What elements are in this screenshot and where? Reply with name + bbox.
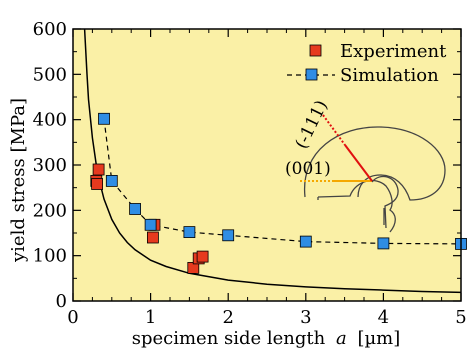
- plot-background: [73, 29, 461, 301]
- grain-boundary: [304, 126, 446, 201]
- x-tick-label: 3: [300, 307, 311, 328]
- y-tick-label: 300: [33, 155, 67, 176]
- x-axis-title: specimen side length a [µm]: [132, 328, 401, 349]
- fit-curve-layer: [83, 28, 462, 294]
- series-simulation-point-7: [377, 237, 390, 250]
- series-simulation-point-1: [105, 174, 118, 187]
- plane-111-solid: [344, 144, 373, 182]
- y-tick-label: 0: [56, 291, 67, 312]
- x-axis-title-var: a: [336, 328, 347, 349]
- series-experiment-point-3: [146, 231, 159, 244]
- x-tick-label: 4: [378, 307, 389, 328]
- series-simulation-point-3: [144, 218, 157, 231]
- series-experiment-point-1: [91, 178, 103, 190]
- series-simulation-line: [103, 118, 462, 245]
- fit-curve-line: [83, 28, 462, 294]
- legend-simulation-label: Simulation: [340, 65, 439, 86]
- label-001: (001): [285, 159, 331, 179]
- legend: Experiment Simulation: [287, 41, 447, 86]
- series-simulation-point-4: [183, 226, 196, 239]
- legend-simulation-marker: [305, 68, 318, 81]
- y-tick-label: 600: [33, 19, 67, 40]
- y-tick-label: 100: [33, 246, 67, 267]
- legend-experiment-label: Experiment: [340, 41, 447, 62]
- x-tick-label: 1: [145, 307, 156, 328]
- x-tick-label: 5: [455, 307, 466, 328]
- series-simulation-point-6: [299, 235, 312, 248]
- axes-layer: 0 1 2 3 4 5 0 100 200 300 400 500 600: [33, 19, 467, 328]
- y-axis-title: yield stress [MPa]: [8, 98, 29, 263]
- specimen-notch: [371, 175, 399, 229]
- y-tick-label: 400: [33, 110, 67, 131]
- legend-experiment-marker: [309, 44, 322, 57]
- series-simulation-point-0: [98, 112, 110, 125]
- series-simulation-point-5: [222, 229, 235, 242]
- y-tick-label: 200: [33, 200, 67, 221]
- series-experiment-point-7: [196, 250, 209, 263]
- x-axis-title-unit: [µm]: [357, 328, 400, 349]
- x-tick-label: 0: [67, 307, 78, 328]
- x-tick-label: 2: [222, 307, 233, 328]
- series-layer: [90, 112, 467, 274]
- series-simulation-point-2: [129, 203, 142, 215]
- x-axis-title-text: specimen side length: [132, 328, 326, 349]
- y-tick-label: 500: [33, 64, 67, 85]
- series-experiment-point-2: [92, 163, 105, 176]
